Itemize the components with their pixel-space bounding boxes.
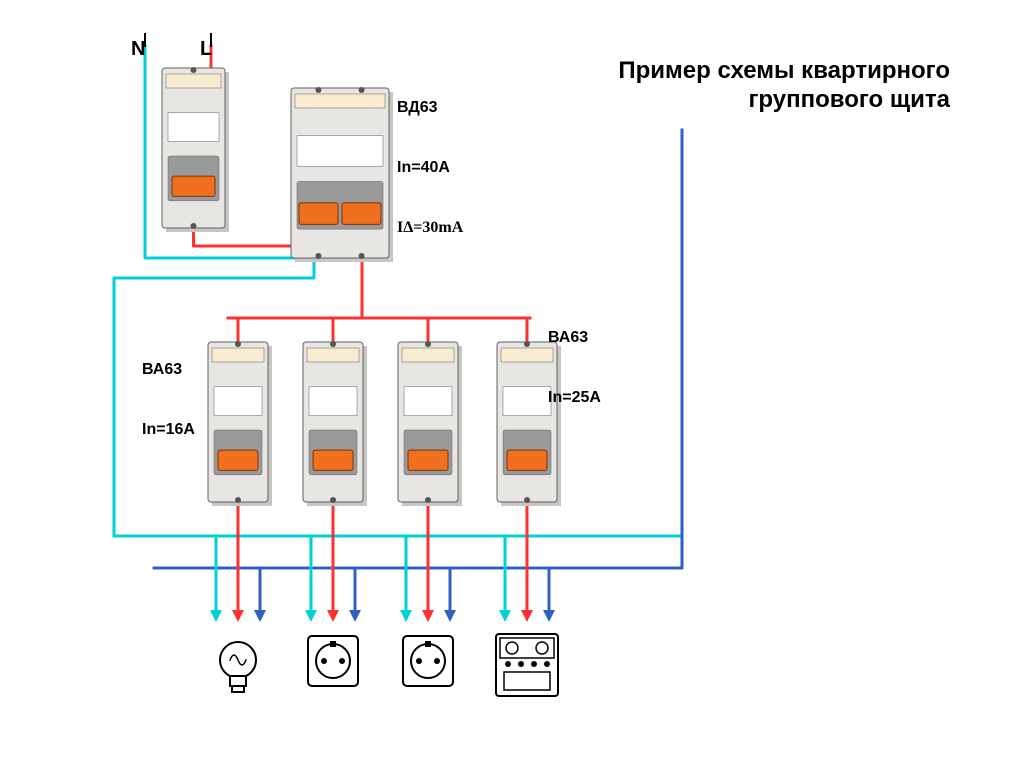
rcd-label-line1: ВД63 xyxy=(397,98,463,118)
breaker-left-line1: ВА63 xyxy=(142,360,195,380)
title-line1: Пример схемы квартирного xyxy=(510,56,950,86)
rcd-label-line3: IΔ=30mA xyxy=(397,218,463,238)
rcd-label-line2: In=40А xyxy=(397,158,463,178)
title-line2: группового щита xyxy=(510,86,950,114)
rcd-label: ВД63 In=40А IΔ=30mA xyxy=(397,58,463,258)
diagram-title: Пример схемы квартирного группового щита xyxy=(510,56,950,114)
breaker-right-line2: In=25А xyxy=(548,388,601,408)
breaker-right-line1: ВА63 xyxy=(548,328,601,348)
terminal-l-label: L xyxy=(200,38,212,61)
breaker-left-line2: In=16А xyxy=(142,420,195,440)
breaker-right-label: ВА63 In=25А xyxy=(548,288,601,428)
breaker-left-label: ВА63 In=16А xyxy=(142,320,195,460)
terminal-n-label: N xyxy=(131,38,145,61)
